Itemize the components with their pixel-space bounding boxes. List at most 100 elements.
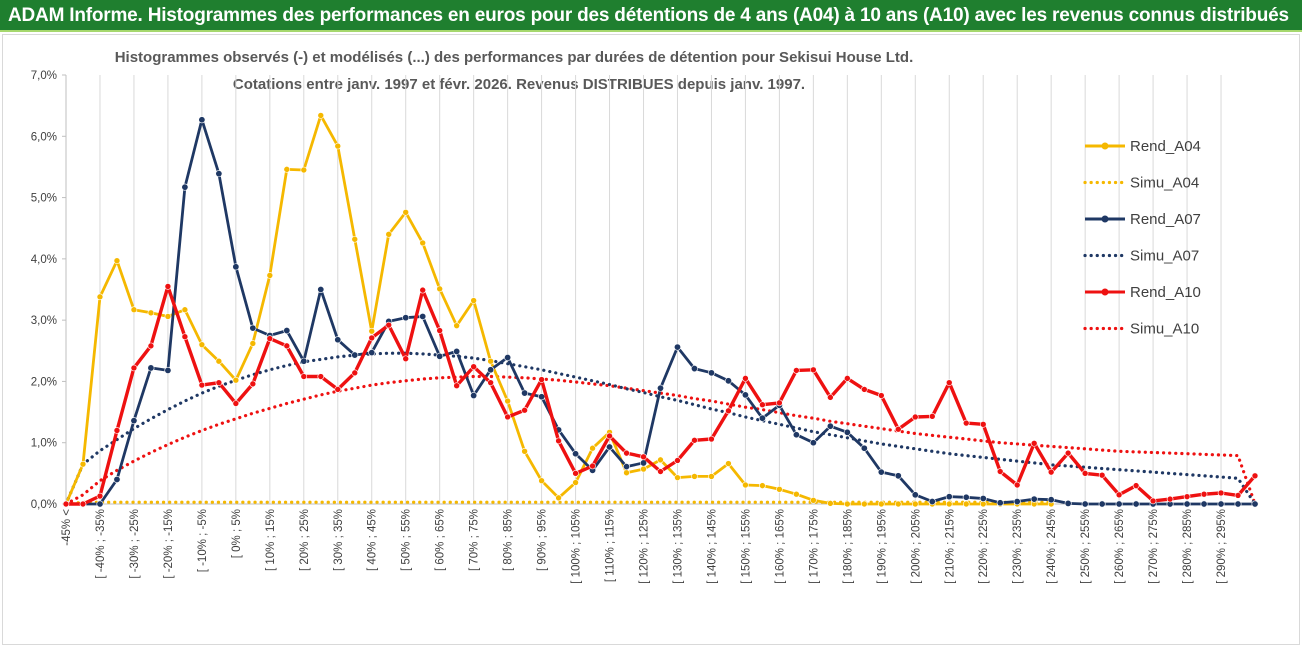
data-point-rend-a10 — [572, 470, 579, 477]
data-point-rend-a07 — [1251, 500, 1259, 508]
data-point-rend-a07 — [470, 392, 478, 400]
data-point-rend-a07 — [215, 170, 223, 178]
data-point-rend-a04 — [521, 447, 528, 455]
y-tick-label: 3,0% — [31, 315, 57, 327]
x-tick-label: [ 240% ; 245% — [1046, 509, 1058, 584]
data-point-rend-a10 — [249, 380, 257, 388]
series-line-rend-a07 — [66, 118, 1255, 506]
data-point-rend-a07 — [606, 443, 614, 451]
data-point-rend-a10 — [368, 334, 376, 342]
line-chart: 0,0% 1,0% 2,0% 3,0% 4,0% 5,0% 6,0% 7,0% -45% < [ … — [31, 70, 1259, 584]
data-point-rend-a07 — [1234, 500, 1242, 508]
x-tick-label: [ 100% ; 105% — [571, 509, 583, 584]
data-point-rend-a10 — [130, 364, 138, 372]
data-point-rend-a10 — [215, 379, 223, 386]
data-point-rend-a04 — [878, 500, 885, 508]
data-point-rend-a07 — [860, 444, 868, 452]
data-point-rend-a10 — [62, 500, 70, 508]
data-point-rend-a07 — [402, 314, 410, 322]
legend-label-rend-a10: Rend_A10 — [1130, 284, 1201, 301]
y-tick-label: 5,0% — [31, 193, 57, 205]
data-point-rend-a04 — [640, 465, 647, 473]
x-tick-label: [ 220% ; 225% — [978, 509, 990, 584]
data-point-rend-a10 — [589, 462, 596, 470]
data-point-rend-a10 — [113, 427, 121, 434]
data-point-rend-a07 — [1217, 500, 1225, 508]
data-point-rend-a07 — [741, 391, 749, 399]
x-tick-label: [ 210% ; 215% — [944, 509, 956, 584]
data-point-rend-a04 — [776, 485, 783, 493]
data-point-rend-a04 — [725, 460, 732, 467]
data-point-rend-a07 — [96, 500, 104, 508]
data-point-rend-a04 — [453, 322, 460, 329]
data-point-rend-a04 — [793, 490, 800, 498]
data-point-rend-a10 — [1132, 482, 1140, 489]
data-point-rend-a10 — [198, 381, 206, 389]
data-point-rend-a10 — [317, 373, 325, 380]
data-point-rend-a04 — [317, 112, 325, 119]
x-tick-label: [ 290% ; 295% — [1216, 509, 1228, 584]
data-point-rend-a10 — [776, 399, 783, 407]
data-point-rend-a07 — [1013, 498, 1021, 506]
data-point-rend-a10 — [606, 432, 613, 440]
data-point-rend-a07 — [623, 463, 631, 471]
data-point-rend-a10 — [164, 283, 172, 290]
data-point-rend-a07 — [673, 343, 681, 351]
x-tick-label: [ 110% ; 115% — [605, 509, 617, 582]
data-point-rend-a10 — [691, 436, 698, 444]
data-point-rend-a07 — [928, 498, 936, 506]
legend-label-simu-a10: Simu_A10 — [1130, 321, 1199, 338]
data-point-rend-a07 — [809, 439, 817, 447]
data-point-rend-a04 — [198, 341, 206, 348]
data-point-rend-a07 — [877, 468, 885, 476]
data-point-rend-a04 — [300, 166, 308, 174]
data-point-rend-a10 — [1081, 470, 1089, 477]
data-point-rend-a07 — [1030, 495, 1038, 503]
chart-frame: Histogrammes observés (-) et modélisés (… — [2, 34, 1300, 645]
data-point-rend-a10 — [640, 453, 647, 461]
x-tick-label: [ 130% ; 135% — [672, 509, 684, 584]
data-point-rend-a10 — [725, 407, 732, 415]
data-point-rend-a07 — [164, 366, 172, 374]
data-point-rend-a10 — [979, 421, 987, 428]
data-point-rend-a04 — [691, 473, 698, 480]
data-point-rend-a07 — [1132, 500, 1140, 508]
data-point-rend-a10 — [861, 386, 868, 393]
data-point-rend-a04 — [96, 293, 104, 301]
data-point-rend-a07 — [130, 417, 138, 425]
data-point-rend-a10 — [504, 413, 511, 421]
data-point-rend-a10 — [1064, 449, 1072, 457]
y-tick-label: 1,0% — [31, 438, 57, 450]
data-point-rend-a07 — [724, 377, 732, 385]
x-tick-label: [ 150% ; 155% — [740, 509, 752, 584]
data-point-rend-a07 — [351, 351, 359, 359]
data-point-rend-a04 — [351, 235, 359, 243]
data-point-rend-a04 — [623, 469, 630, 477]
data-point-rend-a10 — [1047, 468, 1055, 476]
data-point-rend-a10 — [283, 342, 291, 350]
data-point-rend-a10 — [657, 468, 664, 475]
data-point-rend-a04 — [487, 357, 494, 365]
header-bar: ADAM Informe. Histogrammes des performan… — [0, 0, 1302, 32]
data-point-rend-a10 — [1183, 493, 1191, 500]
data-point-rend-a04 — [147, 309, 155, 317]
data-point-rend-a04 — [759, 482, 766, 489]
data-point-rend-a10 — [385, 321, 393, 329]
data-point-rend-a10 — [911, 413, 919, 421]
data-point-rend-a07 — [487, 366, 495, 374]
data-point-rend-a04 — [232, 376, 240, 384]
data-point-rend-a10 — [962, 419, 970, 427]
data-point-rend-a10 — [810, 366, 817, 374]
data-point-rend-a04 — [844, 500, 851, 508]
legend-label-rend-a07: Rend_A07 — [1130, 211, 1201, 228]
x-tick-label: [ 20% ; 25% — [299, 509, 311, 571]
data-point-rend-a10 — [894, 425, 902, 433]
data-point-rend-a10 — [555, 437, 562, 445]
x-tick-label: [ 280% ; 285% — [1182, 509, 1194, 584]
data-point-rend-a10 — [1200, 490, 1208, 498]
data-point-rend-a04 — [538, 477, 545, 485]
x-tick-label: [ 10% ; 15% — [265, 509, 277, 571]
data-point-rend-a10 — [521, 406, 528, 414]
data-point-rend-a04 — [589, 444, 596, 452]
data-point-rend-a07 — [419, 312, 427, 320]
